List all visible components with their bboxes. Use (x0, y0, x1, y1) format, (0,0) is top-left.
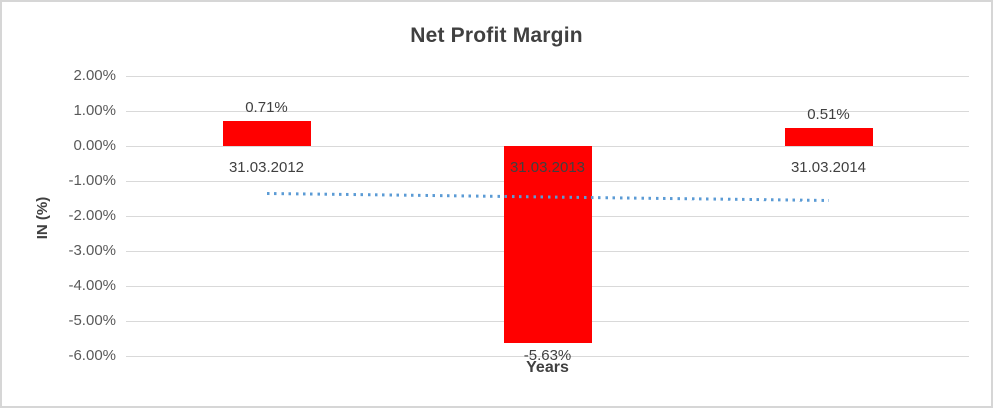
bar (503, 146, 592, 344)
y-axis-tick-label: -6.00% (68, 347, 116, 364)
gridline (126, 355, 969, 357)
x-axis-category-label: 31.03.2013 (509, 159, 586, 176)
bar (222, 121, 311, 146)
y-axis-tick-label: -1.00% (68, 172, 116, 189)
y-axis-tick-label: -2.00% (68, 207, 116, 224)
bar (784, 128, 873, 146)
x-axis-title: Years (526, 359, 569, 376)
gridline (126, 75, 969, 77)
y-axis-tick-label: 1.00% (73, 102, 116, 119)
x-axis-category-label: 31.03.2012 (228, 159, 305, 176)
y-axis-tick-label: -5.00% (68, 312, 116, 329)
chart-title: Net Profit Margin (410, 24, 583, 47)
bar-value-label: 0.71% (245, 99, 288, 117)
bar-value-label: -5.63% (523, 347, 572, 365)
gridline (126, 110, 969, 112)
bar-value-label: 0.51% (807, 106, 850, 124)
y-axis-tick-label: -3.00% (68, 242, 116, 259)
y-axis-tick-label: 0.00% (73, 137, 116, 154)
x-axis-category-label: 31.03.2014 (790, 159, 867, 176)
y-axis-tick-label: 2.00% (73, 67, 116, 84)
y-axis-tick-label: -4.00% (68, 277, 116, 294)
plot-area: 0.71% 31.03.2012 -5.63% 31.03.2013 0.51% 31.0… (126, 75, 969, 364)
